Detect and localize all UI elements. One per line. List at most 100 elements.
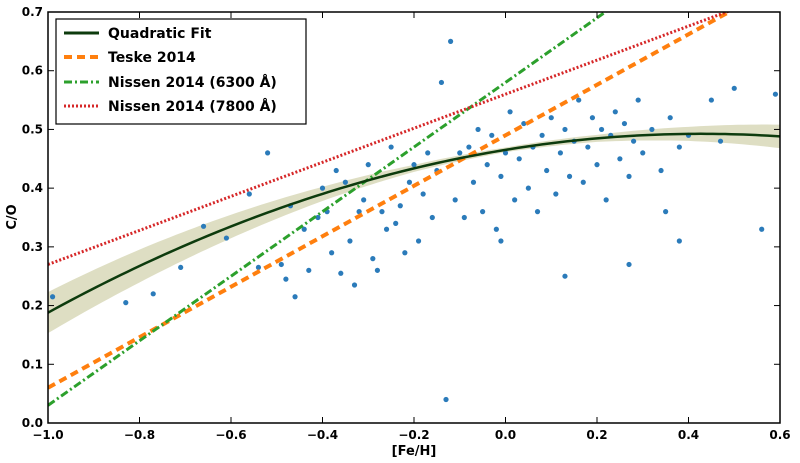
scatter-point: [676, 144, 682, 150]
scatter-point: [278, 261, 284, 268]
scatter-point: [338, 270, 344, 276]
scatter-point: [772, 91, 779, 97]
scatter-point: [484, 162, 490, 168]
y-tick-label: 0.4: [22, 181, 43, 195]
scatter-point: [342, 179, 348, 185]
scatter-point: [635, 97, 641, 103]
scatter-point: [347, 238, 353, 244]
confidence-band-layer: [48, 124, 780, 334]
scatter-point: [178, 264, 184, 271]
quadratic-fit-curve: [48, 132, 780, 314]
scatter-point: [534, 209, 541, 215]
scatter-point: [598, 126, 605, 133]
scatter-point: [461, 214, 467, 221]
scatter-point: [365, 162, 371, 168]
scatter-point: [663, 209, 669, 215]
scatter-point: [123, 300, 129, 306]
scatter-point: [612, 109, 618, 115]
scatter-point: [457, 150, 463, 156]
scatter-point: [415, 238, 422, 244]
scatter-point: [626, 173, 632, 179]
scatter-point: [557, 150, 564, 156]
scatter-point: [649, 126, 655, 133]
legend-label-teske-2014: Teske 2014: [108, 50, 196, 66]
scatter-point: [448, 38, 454, 44]
scatter-point: [443, 396, 449, 403]
scatter-point: [265, 150, 271, 156]
scatter-point: [566, 173, 573, 179]
legend-label-quadratic-fit: Quadratic Fit: [108, 26, 212, 42]
axis-ticks: −1.0 −0.8 −0.6 −0.4 −0.2 0.0 0.2 0.4 0.6 0.0 0.1 0.…: [22, 5, 791, 442]
lines-layer: [48, 12, 780, 407]
y-tick-label: 0.6: [22, 64, 43, 78]
scatter-point: [576, 97, 582, 103]
scatter-point: [731, 85, 737, 91]
x-tick-label: 0.6: [769, 428, 790, 442]
scatter-point: [667, 115, 673, 121]
scatter-point: [374, 267, 380, 273]
scatter-point: [640, 150, 646, 156]
scatter-point: [521, 120, 527, 127]
y-tick-label: 0.3: [22, 240, 43, 254]
scatter-point: [306, 267, 312, 273]
scatter-point: [493, 226, 499, 232]
x-tick-label: −1.0: [32, 428, 63, 442]
scatter-point: [319, 185, 326, 191]
scatter-point: [475, 126, 481, 133]
scatter-point: [539, 132, 545, 138]
plot-area: [48, 12, 780, 407]
scatter-point: [393, 220, 399, 226]
legend-label-nissen-6300: Nissen 2014 (6300 Å): [108, 74, 277, 91]
scatter-point: [370, 256, 376, 262]
confidence-band: [48, 124, 780, 334]
scatter-point: [489, 132, 495, 138]
scatter-point: [498, 173, 504, 179]
scatter-point: [301, 226, 307, 232]
scatter-point: [617, 156, 623, 162]
scatter-point: [580, 179, 586, 185]
scatter-point: [200, 223, 207, 229]
scatter-point: [315, 214, 321, 221]
scatter-point: [631, 138, 637, 144]
scatter-point: [502, 150, 509, 156]
y-tick-label: 0.0: [22, 416, 43, 430]
scatter-point: [498, 238, 504, 244]
scatter-point: [356, 209, 362, 215]
scatter-point: [548, 115, 554, 121]
scatter-point: [223, 235, 230, 241]
scatter-point: [406, 179, 413, 185]
scatter-point: [150, 291, 156, 297]
scatter-point: [562, 126, 568, 133]
scatter-point: [351, 282, 358, 288]
x-tick-label: −0.8: [124, 428, 155, 442]
y-axis-label: C/O: [5, 204, 20, 229]
scatter-point: [603, 197, 609, 203]
scatter-point: [470, 179, 477, 185]
scatter-point: [589, 115, 596, 121]
scatter-point: [425, 150, 431, 156]
scatter-point: [708, 97, 714, 103]
scatter-point: [512, 197, 518, 203]
scatter-point: [246, 191, 252, 197]
scatter-point: [292, 294, 298, 300]
scatter-point: [621, 120, 628, 127]
scatter-point: [544, 167, 550, 174]
scatter-point: [333, 167, 339, 174]
scatter-point: [585, 144, 591, 150]
scatter-point: [283, 276, 289, 282]
y-tick-label: 0.1: [22, 357, 43, 371]
scatter-point: [553, 191, 559, 197]
scatter-point: [429, 214, 435, 221]
scatter-point: [420, 191, 426, 197]
x-tick-label: −0.2: [398, 428, 429, 442]
x-tick-label: −0.6: [215, 428, 246, 442]
x-axis-label: [Fe/H]: [392, 444, 437, 459]
legend: Quadratic Fit Teske 2014 Nissen 2014 (63…: [55, 18, 307, 125]
scatter-point: [411, 162, 417, 168]
nissen-2014-6300-line: [48, 12, 608, 407]
teske-2014-line: [48, 12, 734, 390]
scatter-point: [480, 209, 486, 215]
y-tick-label: 0.2: [22, 299, 43, 313]
scatter-point: [438, 79, 445, 86]
